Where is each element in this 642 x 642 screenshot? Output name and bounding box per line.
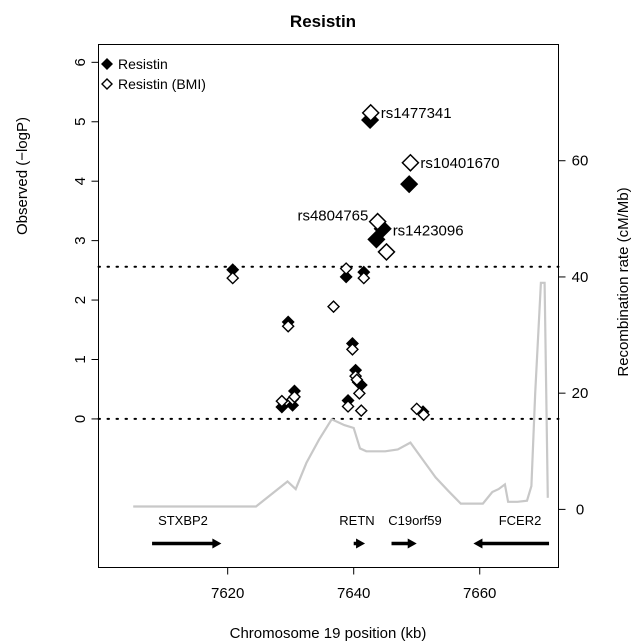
y-axis-right: 0 20 40 60	[558, 153, 589, 518]
gene-label: RETN	[339, 513, 374, 528]
gene-label: FCER2	[499, 513, 542, 528]
y-tick-label: 6	[72, 58, 89, 66]
point-resistin-bmi	[417, 408, 431, 422]
y-right-tick-label: 0	[576, 501, 584, 518]
point-resistin	[339, 270, 353, 284]
y-right-tick-label: 60	[572, 153, 589, 170]
point-resistin	[400, 175, 419, 194]
gene-arrow-head	[473, 538, 483, 549]
legend-marker	[101, 78, 113, 90]
data-points	[226, 103, 431, 422]
gene-arrow-head	[407, 538, 417, 549]
y-axis-label: Observed (−logP)	[14, 117, 31, 235]
y-tick-label: 4	[72, 177, 89, 185]
point-resistin-bmi	[352, 386, 366, 400]
x-tick-label: 7640	[337, 585, 370, 602]
point-resistin-bmi	[339, 262, 353, 276]
point-resistin-bmi	[287, 390, 301, 404]
point-resistin-bmi	[350, 373, 364, 387]
snp-label: rs10401670	[420, 155, 499, 172]
x-tick-label: 7620	[211, 585, 244, 602]
point-resistin-bmi	[275, 394, 289, 408]
y-tick-label: 0	[72, 415, 89, 423]
snp-label: rs4804765	[297, 208, 368, 225]
point-resistin-bmi	[361, 103, 380, 122]
point-resistin-bmi	[226, 271, 240, 285]
y-right-tick-label: 20	[572, 385, 589, 402]
point-resistin-bmi	[401, 153, 420, 172]
chart-title: Resistin	[290, 12, 356, 31]
y-tick-label: 1	[72, 355, 89, 363]
y-tick-label: 2	[72, 296, 89, 304]
point-resistin-bmi	[281, 319, 295, 333]
legend-marker	[101, 58, 113, 70]
x-axis: 7620 7640 7660	[211, 567, 496, 602]
legend: Resistin Resistin (BMI)	[101, 56, 206, 92]
x-axis-label: Chromosome 19 position (kb)	[230, 625, 427, 642]
threshold-lines	[97, 265, 560, 420]
snp-labels: rs1477341 rs10401670 rs4804765 rs1423096	[297, 105, 499, 240]
y-right-tick-label: 40	[572, 269, 589, 286]
y-tick-label: 5	[72, 118, 89, 126]
point-resistin-bmi	[327, 300, 341, 314]
gene-arrow-head	[212, 538, 222, 549]
gene-label: STXBP2	[158, 513, 208, 528]
x-tick-label: 7660	[463, 585, 496, 602]
y-axis-left: 0 1 2 3 4 5 6	[72, 58, 99, 423]
snp-label: rs1477341	[381, 105, 452, 122]
snp-label: rs1423096	[393, 223, 464, 240]
point-resistin-bmi	[377, 242, 396, 261]
point-resistin-bmi	[368, 212, 387, 231]
gene-arrow-head	[356, 538, 366, 549]
legend-label: Resistin (BMI)	[118, 76, 206, 92]
point-resistin-bmi	[341, 399, 355, 413]
point-resistin-bmi	[345, 342, 359, 356]
y-tick-label: 3	[72, 236, 89, 244]
point-resistin-bmi	[357, 271, 371, 285]
legend-label: Resistin	[118, 56, 168, 72]
point-resistin-bmi	[354, 404, 368, 418]
gene-track: STXBP2 RETN C19orf59 FCER2	[152, 513, 550, 549]
gene-label: C19orf59	[388, 513, 441, 528]
y-axis-right-label: Recombination rate (cM/Mb)	[615, 187, 632, 376]
point-resistin-bmi	[410, 402, 424, 416]
recombination-rate-line	[133, 281, 549, 508]
